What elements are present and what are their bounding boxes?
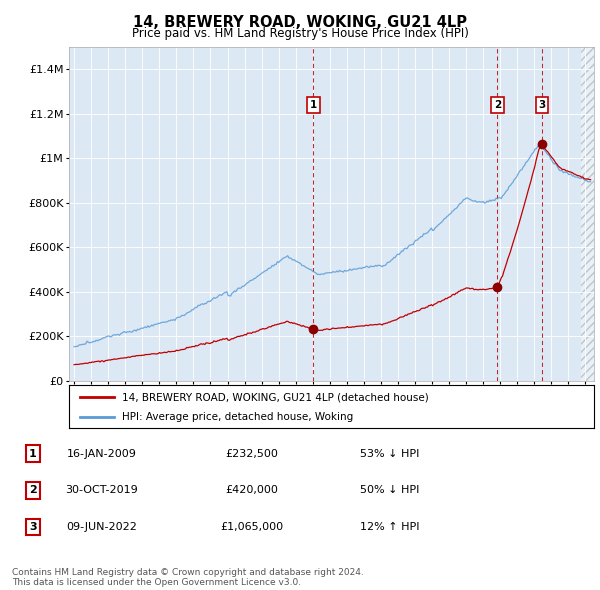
Text: 09-JUN-2022: 09-JUN-2022 <box>67 522 137 532</box>
Text: Contains HM Land Registry data © Crown copyright and database right 2024.
This d: Contains HM Land Registry data © Crown c… <box>12 568 364 587</box>
Text: 30-OCT-2019: 30-OCT-2019 <box>65 486 139 496</box>
Text: 12% ↑ HPI: 12% ↑ HPI <box>360 522 420 532</box>
Text: £420,000: £420,000 <box>226 486 278 496</box>
Text: £232,500: £232,500 <box>226 449 278 459</box>
Bar <box>581 47 594 381</box>
Text: 1: 1 <box>310 100 317 110</box>
Text: 50% ↓ HPI: 50% ↓ HPI <box>361 486 419 496</box>
Text: 1: 1 <box>29 449 37 459</box>
Text: Price paid vs. HM Land Registry's House Price Index (HPI): Price paid vs. HM Land Registry's House … <box>131 27 469 40</box>
Text: £1,065,000: £1,065,000 <box>220 522 284 532</box>
Text: 53% ↓ HPI: 53% ↓ HPI <box>361 449 419 459</box>
Text: HPI: Average price, detached house, Woking: HPI: Average price, detached house, Woki… <box>121 412 353 422</box>
Text: 2: 2 <box>494 100 501 110</box>
Text: 2: 2 <box>29 486 37 496</box>
Text: 3: 3 <box>538 100 545 110</box>
Text: 3: 3 <box>29 522 37 532</box>
Text: 14, BREWERY ROAD, WOKING, GU21 4LP (detached house): 14, BREWERY ROAD, WOKING, GU21 4LP (deta… <box>121 392 428 402</box>
Text: 16-JAN-2009: 16-JAN-2009 <box>67 449 137 459</box>
Text: 14, BREWERY ROAD, WOKING, GU21 4LP: 14, BREWERY ROAD, WOKING, GU21 4LP <box>133 15 467 30</box>
